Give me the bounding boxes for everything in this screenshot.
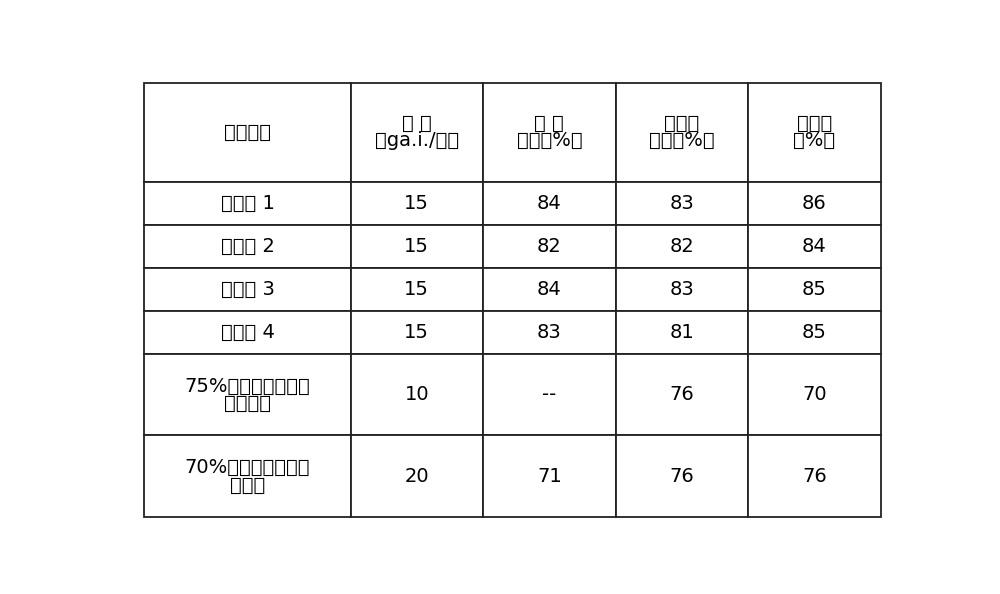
Text: 82: 82 xyxy=(669,236,694,255)
Text: 10: 10 xyxy=(404,385,429,404)
Bar xyxy=(144,225,351,268)
Text: 83: 83 xyxy=(537,323,562,342)
Text: 15: 15 xyxy=(404,194,429,213)
Text: 71: 71 xyxy=(537,467,562,486)
Bar xyxy=(483,311,616,354)
Bar xyxy=(616,354,748,435)
Text: 15: 15 xyxy=(404,323,429,342)
Bar xyxy=(351,268,483,311)
Bar xyxy=(616,311,748,354)
Text: --: -- xyxy=(542,385,556,404)
Bar xyxy=(616,182,748,225)
Bar xyxy=(483,354,616,435)
Text: 马 唐: 马 唐 xyxy=(534,114,564,133)
Text: 82: 82 xyxy=(537,236,562,255)
Bar xyxy=(144,268,351,311)
Text: 84: 84 xyxy=(537,280,562,299)
Bar xyxy=(351,225,483,268)
Text: 散颗粒剂: 散颗粒剂 xyxy=(224,394,271,413)
Text: 76: 76 xyxy=(669,467,694,486)
Text: 防效（%）: 防效（%） xyxy=(649,131,715,150)
Bar xyxy=(748,311,881,354)
Text: （%）: （%） xyxy=(793,131,835,150)
Text: 85: 85 xyxy=(802,280,827,299)
Bar xyxy=(748,354,881,435)
Text: 70%胺唑草酮水分散: 70%胺唑草酮水分散 xyxy=(185,458,310,477)
Bar xyxy=(483,268,616,311)
Bar xyxy=(616,435,748,517)
Text: 86: 86 xyxy=(802,194,827,213)
Bar xyxy=(616,83,748,182)
Bar xyxy=(483,225,616,268)
Text: 颗粒剂: 颗粒剂 xyxy=(230,475,265,494)
Bar xyxy=(351,354,483,435)
Bar xyxy=(483,435,616,517)
Text: 85: 85 xyxy=(802,323,827,342)
Bar xyxy=(144,311,351,354)
Text: 猪殃殃: 猪殃殃 xyxy=(664,114,699,133)
Bar xyxy=(351,311,483,354)
Text: 实施例 4: 实施例 4 xyxy=(221,323,274,342)
Bar xyxy=(144,83,351,182)
Bar xyxy=(748,225,881,268)
Bar xyxy=(351,435,483,517)
Bar xyxy=(144,182,351,225)
Bar xyxy=(748,268,881,311)
Bar xyxy=(748,435,881,517)
Bar xyxy=(144,354,351,435)
Text: 用 量: 用 量 xyxy=(402,114,432,133)
Text: 20: 20 xyxy=(404,467,429,486)
Text: 76: 76 xyxy=(802,467,827,486)
Bar xyxy=(748,83,881,182)
Text: 15: 15 xyxy=(404,280,429,299)
Bar xyxy=(748,182,881,225)
Text: 83: 83 xyxy=(669,194,694,213)
Text: 84: 84 xyxy=(537,194,562,213)
Bar xyxy=(483,83,616,182)
Text: 84: 84 xyxy=(802,236,827,255)
Text: 75%氯吡嘧磺隆水分: 75%氯吡嘧磺隆水分 xyxy=(185,377,310,396)
Text: 实施例 3: 实施例 3 xyxy=(221,280,274,299)
Text: 15: 15 xyxy=(404,236,429,255)
Text: 实施例 1: 实施例 1 xyxy=(221,194,274,213)
Text: 防效（%）: 防效（%） xyxy=(516,131,582,150)
Bar xyxy=(351,182,483,225)
Text: 处理药剂: 处理药剂 xyxy=(224,123,271,142)
Text: 70: 70 xyxy=(802,385,827,404)
Text: 总防效: 总防效 xyxy=(797,114,832,133)
Text: 76: 76 xyxy=(669,385,694,404)
Bar xyxy=(616,268,748,311)
Bar xyxy=(144,435,351,517)
Text: 81: 81 xyxy=(669,323,694,342)
Text: 实施例 2: 实施例 2 xyxy=(221,236,274,255)
Text: 83: 83 xyxy=(669,280,694,299)
Bar xyxy=(616,225,748,268)
Bar xyxy=(351,83,483,182)
Text: （ga.i./亩）: （ga.i./亩） xyxy=(375,131,459,150)
Bar xyxy=(483,182,616,225)
